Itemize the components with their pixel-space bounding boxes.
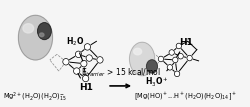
Circle shape — [172, 57, 177, 63]
Ellipse shape — [146, 60, 157, 73]
Text: Mg$^{2+}$(H$_2$O)(H$_2$O)$_{15}^{ -}$: Mg$^{2+}$(H$_2$O)(H$_2$O)$_{15}^{ -}$ — [3, 91, 66, 104]
Circle shape — [86, 55, 92, 61]
Circle shape — [176, 43, 181, 49]
Circle shape — [158, 56, 163, 62]
Ellipse shape — [133, 48, 141, 55]
Text: H$_3$O$^+$: H$_3$O$^+$ — [144, 69, 168, 89]
Circle shape — [75, 51, 81, 58]
Circle shape — [177, 53, 182, 59]
Circle shape — [168, 50, 174, 55]
Ellipse shape — [129, 42, 154, 76]
Text: H$_2$O: H$_2$O — [66, 35, 84, 61]
Ellipse shape — [18, 15, 52, 60]
Text: [Mg(HO)$^+$...H$^+$(H$_2$O)(H$_2$O)$_{14}$]$^+$: [Mg(HO)$^+$...H$^+$(H$_2$O)(H$_2$O)$_{14… — [134, 91, 236, 102]
Circle shape — [96, 57, 103, 63]
Ellipse shape — [38, 23, 51, 39]
Text: E$_{barrier}$ > 15 kcal/mol: E$_{barrier}$ > 15 kcal/mol — [80, 67, 160, 79]
Circle shape — [80, 60, 87, 67]
Text: H1: H1 — [176, 38, 192, 57]
Circle shape — [82, 75, 88, 82]
Ellipse shape — [39, 33, 44, 37]
Text: H1: H1 — [78, 74, 92, 92]
Circle shape — [166, 65, 172, 70]
Circle shape — [73, 68, 80, 74]
Ellipse shape — [23, 24, 34, 33]
Circle shape — [174, 71, 179, 77]
Circle shape — [84, 44, 90, 50]
Circle shape — [186, 55, 192, 61]
Circle shape — [62, 59, 69, 65]
